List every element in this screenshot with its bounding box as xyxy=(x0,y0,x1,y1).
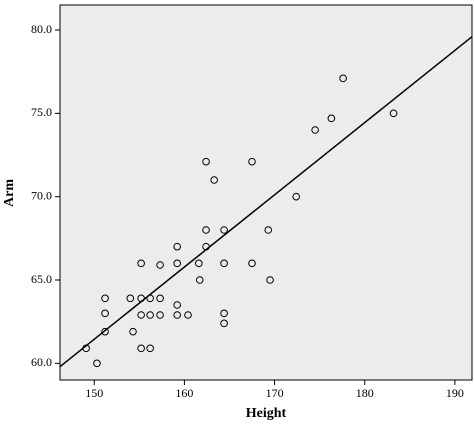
y-tick-label: 80.0 xyxy=(31,22,52,36)
point xyxy=(266,276,274,284)
point xyxy=(311,126,319,134)
fit-line xyxy=(59,36,473,368)
point xyxy=(202,226,210,234)
point xyxy=(202,157,210,166)
point xyxy=(195,276,204,284)
point xyxy=(146,311,154,319)
x-axis-title: Height xyxy=(246,406,287,421)
point xyxy=(101,294,109,303)
point xyxy=(173,242,181,251)
y-tick-label: 75.0 xyxy=(31,105,52,119)
point xyxy=(146,294,154,303)
point xyxy=(137,344,145,353)
point xyxy=(292,192,301,201)
point xyxy=(339,74,347,83)
point xyxy=(195,259,203,268)
point xyxy=(184,311,192,319)
point xyxy=(220,226,228,234)
point xyxy=(156,311,164,319)
point xyxy=(327,114,336,123)
point xyxy=(137,259,145,268)
point xyxy=(129,327,137,336)
point xyxy=(202,242,210,251)
point xyxy=(137,311,145,319)
point xyxy=(389,109,398,118)
y-tick-label: 60.0 xyxy=(31,355,52,369)
plot-area xyxy=(59,4,473,381)
x-tick-label: 150 xyxy=(85,386,103,400)
point xyxy=(101,309,109,318)
point xyxy=(101,327,109,336)
y-tick-label: 70.0 xyxy=(31,188,52,202)
point xyxy=(173,259,181,268)
y-axis-title: Arm xyxy=(2,179,17,207)
y-tick-label: 65.0 xyxy=(31,272,52,286)
point xyxy=(146,344,154,353)
point xyxy=(173,311,181,319)
point xyxy=(220,309,228,318)
point xyxy=(264,226,273,234)
point xyxy=(156,294,164,303)
x-tick-label: 160 xyxy=(175,386,193,400)
x-tick-label: 190 xyxy=(446,386,464,400)
point xyxy=(93,359,101,368)
x-tick-label: 180 xyxy=(356,386,374,400)
point xyxy=(220,259,228,268)
point xyxy=(248,157,256,166)
point xyxy=(220,319,228,328)
point xyxy=(210,176,218,184)
point xyxy=(173,301,181,309)
point xyxy=(82,344,90,353)
point xyxy=(137,294,145,303)
point xyxy=(248,259,256,268)
point xyxy=(156,261,164,269)
point xyxy=(126,294,135,303)
x-tick-label: 170 xyxy=(266,386,284,400)
